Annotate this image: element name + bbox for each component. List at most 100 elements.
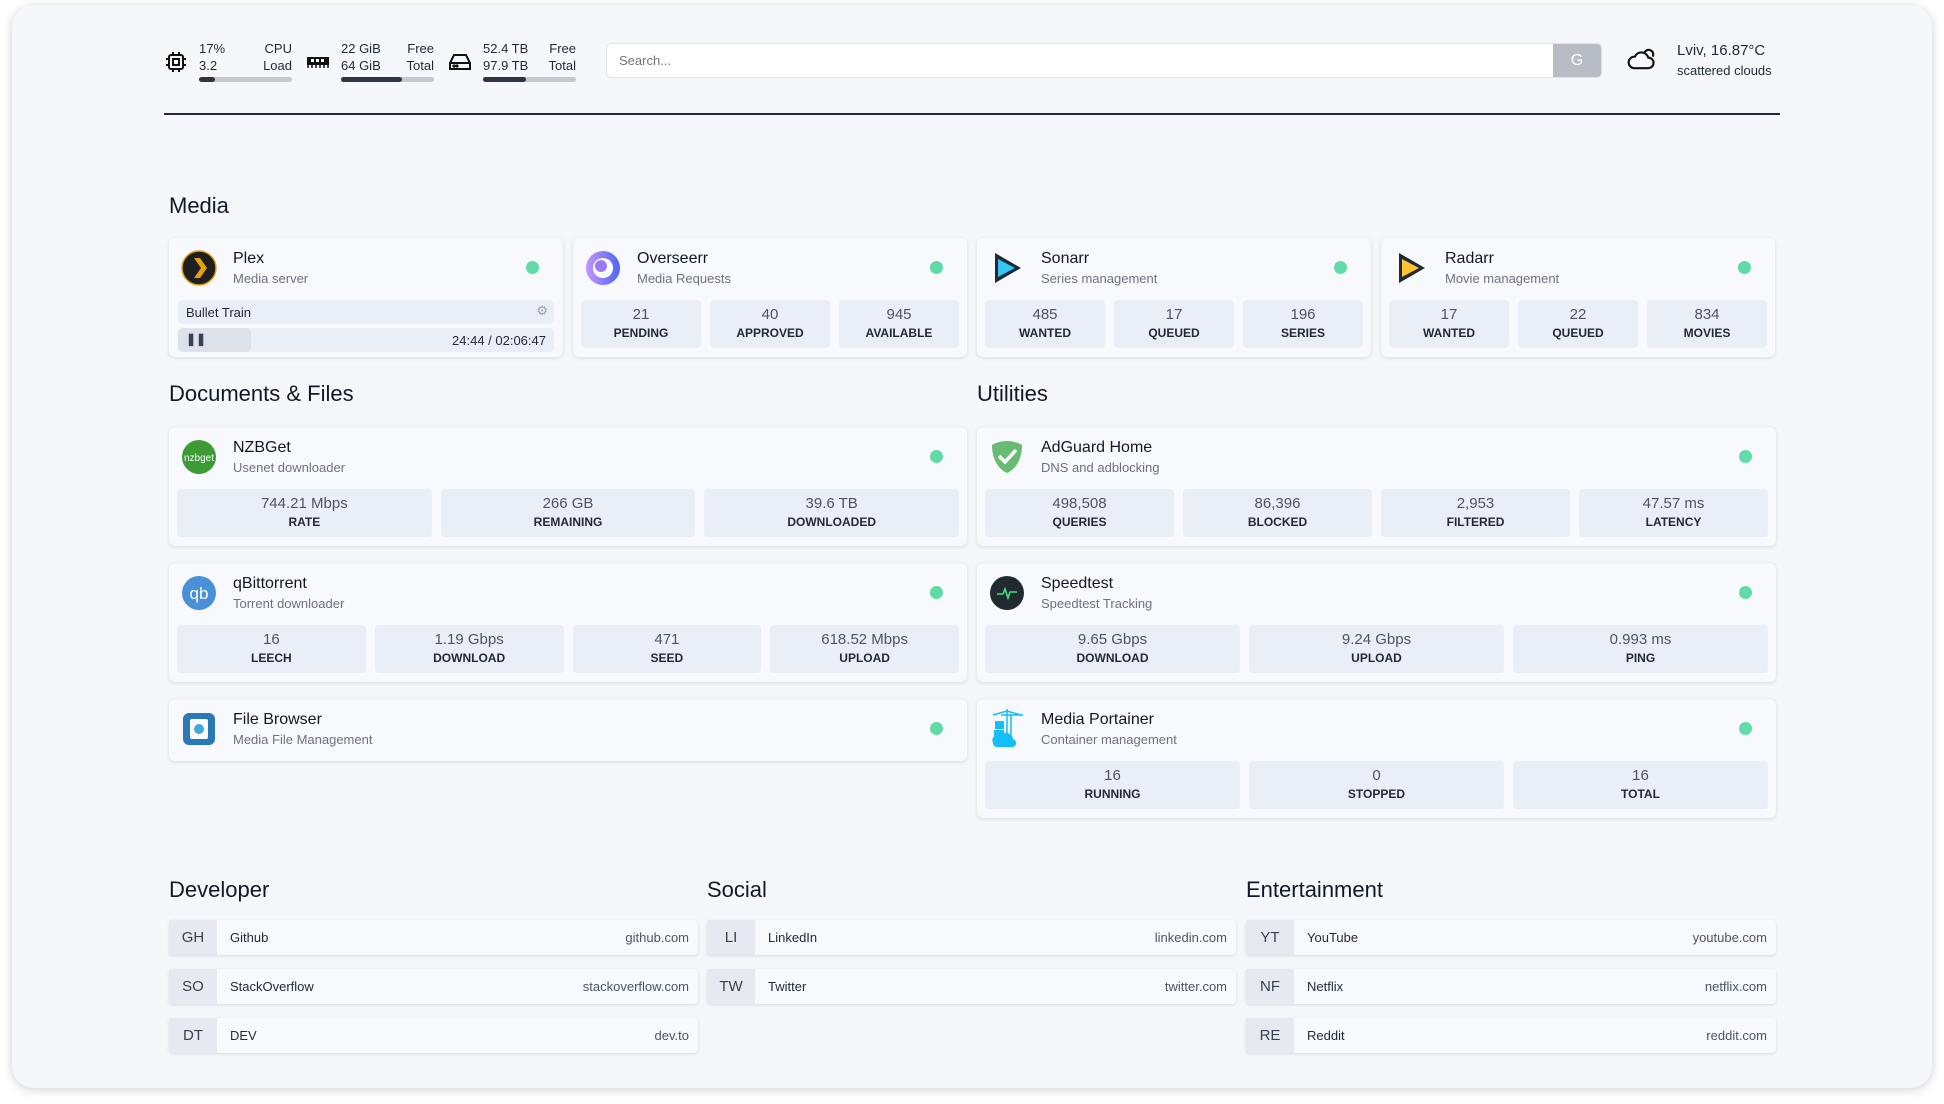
- service-card-qbittorrent[interactable]: qb qBittorrent Torrent downloader 16 LEECH 1.…: [169, 563, 967, 682]
- section-entertainment: Entertainment: [1246, 877, 1383, 902]
- stat-value: 1.19 Gbps: [434, 631, 504, 648]
- resource-widget: 52.4 TB Free 97.9 TB Total: [448, 40, 578, 85]
- speedtest-icon: [989, 575, 1025, 611]
- stat-value: 16: [1104, 767, 1121, 784]
- service-stats: 9.65 Gbps DOWNLOAD 9.24 Gbps UPLOAD 0.993 ms…: [985, 625, 1768, 673]
- stat-value: 485: [1032, 306, 1058, 323]
- stat-label: TOTAL: [1621, 787, 1660, 801]
- bookmark-name: Github: [230, 930, 269, 945]
- stat-value: 16: [263, 631, 280, 648]
- resource-value: 97.9 TB: [483, 58, 529, 73]
- service-card-radarr[interactable]: Radarr Movie management 17 WANTED 22 QUEUED 83…: [1381, 238, 1775, 357]
- resource-widget: 22 GiB Free 64 GiB Total: [306, 40, 436, 85]
- resource-values: 52.4 TB Free 97.9 TB Total: [483, 40, 576, 74]
- status-indicator: [1334, 261, 1347, 274]
- search-button[interactable]: G: [1553, 44, 1601, 77]
- bookmark-abbreviation: LI: [707, 920, 755, 955]
- resource-values: 17% CPU 3.2 Load: [199, 40, 292, 74]
- bookmark-abbreviation: YT: [1246, 920, 1294, 955]
- stat-label: UPLOAD: [839, 651, 890, 665]
- status-indicator: [930, 261, 943, 274]
- stat-block: 471 SEED: [572, 625, 762, 673]
- stat-block: 22 QUEUED: [1518, 300, 1638, 348]
- stat-value: 47.57 ms: [1642, 495, 1705, 512]
- nzbget-icon: nzbget: [181, 439, 217, 475]
- stat-value: 0: [1372, 767, 1381, 784]
- service-card-portainer[interactable]: Media Portainer Container management 16 RUN…: [977, 699, 1776, 818]
- service-name: Overseerr: [637, 250, 709, 267]
- settings-icon: ⚙: [536, 303, 548, 318]
- resource-value: 22 GiB: [341, 41, 381, 56]
- section-media: Media: [169, 193, 229, 218]
- status-indicator: [1738, 261, 1751, 274]
- resource-usage-fill: [341, 77, 403, 82]
- overseerr-icon: [585, 250, 621, 286]
- bookmark-youtube[interactable]: YT YouTube youtube.com: [1246, 920, 1776, 955]
- stat-label: DOWNLOADED: [787, 515, 877, 529]
- service-card-nzbget[interactable]: nzbget NZBGet Usenet downloader 744.21 Mbps…: [169, 427, 967, 546]
- bookmark-abbreviation: RE: [1246, 1018, 1294, 1053]
- service-description: Series management: [1041, 271, 1158, 286]
- stat-label: UPLOAD: [1351, 651, 1402, 665]
- portainer-icon: [989, 707, 1025, 751]
- bookmark-github[interactable]: GH Github github.com: [169, 920, 698, 955]
- bookmark-url: youtube.com: [1692, 930, 1767, 945]
- bookmark-netflix[interactable]: NF Netflix netflix.com: [1246, 969, 1776, 1004]
- resource-value: 52.4 TB: [483, 41, 529, 56]
- service-card-overseerr[interactable]: Overseerr Media Requests 21 PENDING 40 APPROV…: [573, 238, 967, 357]
- stat-label: WANTED: [1423, 326, 1475, 340]
- stat-label: PENDING: [613, 326, 669, 340]
- bookmark-url: github.com: [625, 930, 689, 945]
- stat-block: 2,953 FILTERED: [1381, 489, 1570, 537]
- bookmark-twitter[interactable]: TW Twitter twitter.com: [707, 969, 1236, 1004]
- service-card-sonarr[interactable]: Sonarr Series management 485 WANTED 17 QUEUED…: [977, 238, 1371, 357]
- stat-label: STOPPED: [1347, 787, 1406, 801]
- search-box: G: [606, 43, 1602, 78]
- weather-temperature: Lviv, 16.87°C: [1677, 42, 1766, 59]
- service-description: Usenet downloader: [233, 460, 346, 475]
- service-card-adguard[interactable]: AdGuard Home DNS and adblocking 498,508 QUE…: [977, 427, 1776, 546]
- stat-value: 40: [761, 306, 779, 323]
- bookmark-reddit[interactable]: RE Reddit reddit.com: [1246, 1018, 1776, 1053]
- stat-block: 196 SERIES: [1243, 300, 1363, 348]
- stat-block: 17 QUEUED: [1114, 300, 1234, 348]
- stat-value: 17: [1165, 306, 1183, 323]
- bookmark-dev[interactable]: DT DEV dev.to: [169, 1018, 698, 1053]
- stat-value: 9.65 Gbps: [1077, 631, 1148, 648]
- stat-block: 498,508 QUERIES: [985, 489, 1174, 537]
- service-description: Movie management: [1445, 271, 1560, 286]
- service-card-plex[interactable]: Plex Media server Bullet Train ⚙ ❚❚ 24:44 / 0…: [169, 238, 563, 357]
- now-playing-title: Bullet Train: [186, 305, 252, 320]
- stat-block: 40 APPROVED: [710, 300, 830, 348]
- stat-label: RATE: [288, 515, 321, 529]
- section-documents: Documents & Files: [169, 381, 354, 406]
- service-description: Speedtest Tracking: [1041, 596, 1153, 611]
- pause-icon[interactable]: ❚❚: [186, 332, 207, 346]
- playback-progress-fill: [178, 328, 252, 352]
- stat-block: 834 MOVIES: [1647, 300, 1767, 348]
- stat-value: 16: [1632, 767, 1649, 784]
- bookmark-linkedin[interactable]: LI LinkedIn linkedin.com: [707, 920, 1236, 955]
- service-card-filebrowser[interactable]: File Browser Media File Management: [169, 699, 967, 761]
- bookmark-url: reddit.com: [1706, 1028, 1767, 1043]
- playback-progress-bar[interactable]: ❚❚ 24:44 / 02:06:47: [178, 328, 554, 352]
- stat-block: 485 WANTED: [985, 300, 1105, 348]
- resource-label: Total: [406, 58, 434, 73]
- search-input[interactable]: [607, 44, 1507, 77]
- stat-value: 0.993 ms: [1609, 631, 1672, 648]
- bookmark-stackoverflow[interactable]: SO StackOverflow stackoverflow.com: [169, 969, 698, 1004]
- service-description: Torrent downloader: [233, 596, 345, 611]
- stat-label: AVAILABLE: [865, 326, 933, 340]
- resource-row: 52.4 TB Free: [483, 40, 576, 57]
- bookmark-abbreviation: GH: [169, 920, 217, 955]
- stat-block: 0 STOPPED: [1249, 761, 1504, 809]
- bookmark-name: Reddit: [1307, 1028, 1345, 1043]
- svg-text:qb: qb: [190, 584, 209, 603]
- bookmark-name: Twitter: [768, 979, 807, 994]
- service-name: Speedtest: [1041, 575, 1114, 592]
- status-indicator: [1739, 450, 1752, 463]
- service-card-speedtest[interactable]: Speedtest Speedtest Tracking 9.65 Gbps DOWN…: [977, 563, 1776, 682]
- stat-value: 86,396: [1254, 495, 1301, 512]
- bookmark-name: LinkedIn: [768, 930, 818, 945]
- playback-time: 24:44 / 02:06:47: [452, 333, 546, 348]
